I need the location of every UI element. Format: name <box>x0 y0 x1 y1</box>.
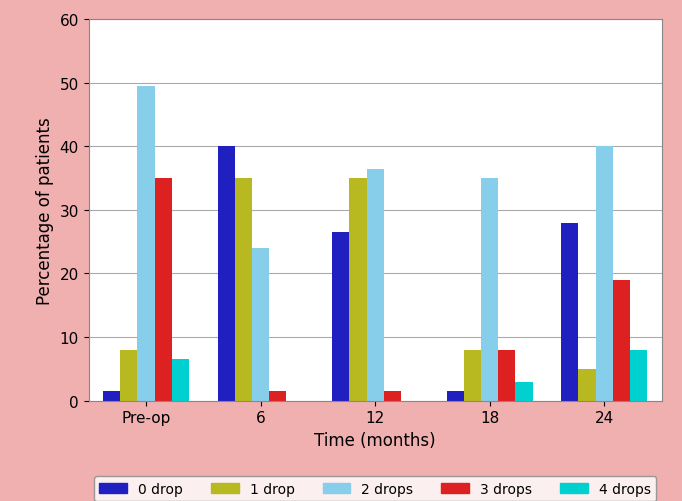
Bar <box>252 248 269 401</box>
X-axis label: Time (months): Time (months) <box>314 431 436 449</box>
Bar <box>103 391 120 401</box>
Bar <box>578 369 595 401</box>
Bar <box>155 179 172 401</box>
Bar <box>499 350 516 401</box>
Bar <box>447 391 464 401</box>
Bar <box>269 391 286 401</box>
Bar <box>595 147 613 401</box>
Bar <box>481 179 499 401</box>
Bar <box>516 382 533 401</box>
Bar <box>332 232 349 401</box>
Bar <box>630 350 647 401</box>
Bar <box>235 179 252 401</box>
Bar <box>464 350 481 401</box>
Bar <box>366 169 384 401</box>
Bar <box>384 391 401 401</box>
Bar <box>613 280 630 401</box>
Bar <box>137 87 155 401</box>
Bar <box>349 179 366 401</box>
Bar <box>561 223 578 401</box>
Bar <box>218 147 235 401</box>
Legend: 0 drop, 1 drop, 2 drops, 3 drops, 4 drops: 0 drop, 1 drop, 2 drops, 3 drops, 4 drop… <box>94 476 656 501</box>
Bar <box>172 360 189 401</box>
Y-axis label: Percentage of patients: Percentage of patients <box>36 117 54 304</box>
Bar <box>120 350 137 401</box>
